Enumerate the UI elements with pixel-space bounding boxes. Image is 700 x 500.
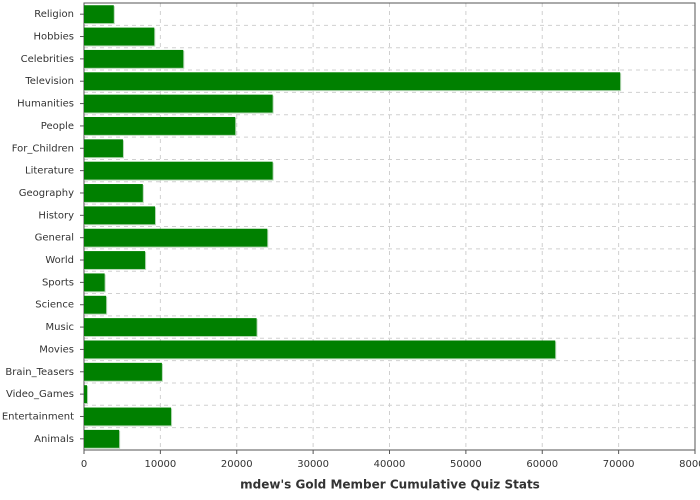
bar <box>84 295 107 314</box>
x-tick-label: 50000 <box>450 459 482 470</box>
y-tick-label: History <box>38 210 74 221</box>
y-tick-label: World <box>45 255 74 266</box>
chart-title: mdew's Gold Member Cumulative Quiz Stats <box>240 478 540 492</box>
bar <box>84 94 273 113</box>
y-tick-label: Animals <box>34 434 74 445</box>
y-tick-label: Entertainment <box>2 411 74 422</box>
plot-frame <box>83 2 696 451</box>
bar <box>84 273 105 292</box>
y-tick-label: Humanities <box>17 99 74 110</box>
x-tick-label: 80000 <box>679 459 700 470</box>
y-tick-label: Music <box>46 322 74 333</box>
y-tick-label: People <box>41 121 74 132</box>
x-tick-label: 30000 <box>297 459 329 470</box>
x-tick-label: 10000 <box>144 459 176 470</box>
bar <box>84 206 156 225</box>
bar <box>84 184 143 202</box>
y-tick-label: Religion <box>34 9 74 20</box>
y-tick-label: Science <box>35 300 74 311</box>
y-tick-label: General <box>35 233 74 244</box>
bar <box>84 5 114 24</box>
bar <box>84 251 146 269</box>
y-tick-label: For_Children <box>12 143 74 154</box>
y-tick-label: Sports <box>42 277 74 288</box>
bar <box>84 362 162 381</box>
bar <box>84 72 621 91</box>
bar <box>84 318 257 337</box>
x-tick-label: 0 <box>81 459 87 470</box>
x-tick-label: 20000 <box>221 459 253 470</box>
x-tick-label: 70000 <box>603 459 635 470</box>
bar <box>84 161 273 180</box>
y-tick-label: Geography <box>19 188 74 199</box>
bar <box>84 116 236 135</box>
bar <box>84 385 88 404</box>
y-tick-label: Brain_Teasers <box>5 367 74 378</box>
bar <box>84 27 155 46</box>
y-tick-label: Video_Games <box>6 389 74 400</box>
bar <box>84 228 268 247</box>
y-tick-label: Television <box>24 76 74 87</box>
bar <box>84 49 184 68</box>
y-tick-label: Movies <box>39 344 74 355</box>
bar <box>84 340 556 359</box>
x-tick-label: 60000 <box>526 459 558 470</box>
y-tick-label: Hobbies <box>34 32 74 43</box>
x-tick-label: 40000 <box>374 459 406 470</box>
y-tick-label: Literature <box>25 166 74 177</box>
bar <box>84 429 120 448</box>
y-tick-label: Celebrities <box>21 54 74 65</box>
bar <box>84 139 123 158</box>
bar <box>84 407 172 426</box>
